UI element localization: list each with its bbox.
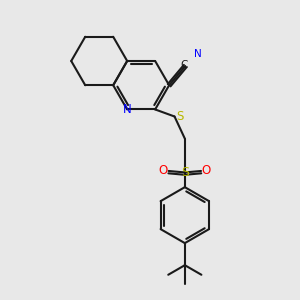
Text: N: N xyxy=(194,49,202,59)
Text: N: N xyxy=(123,103,132,116)
Text: S: S xyxy=(176,110,183,123)
Text: C: C xyxy=(180,61,188,70)
Text: S: S xyxy=(181,166,189,179)
Text: O: O xyxy=(159,164,168,178)
Text: O: O xyxy=(202,164,211,178)
